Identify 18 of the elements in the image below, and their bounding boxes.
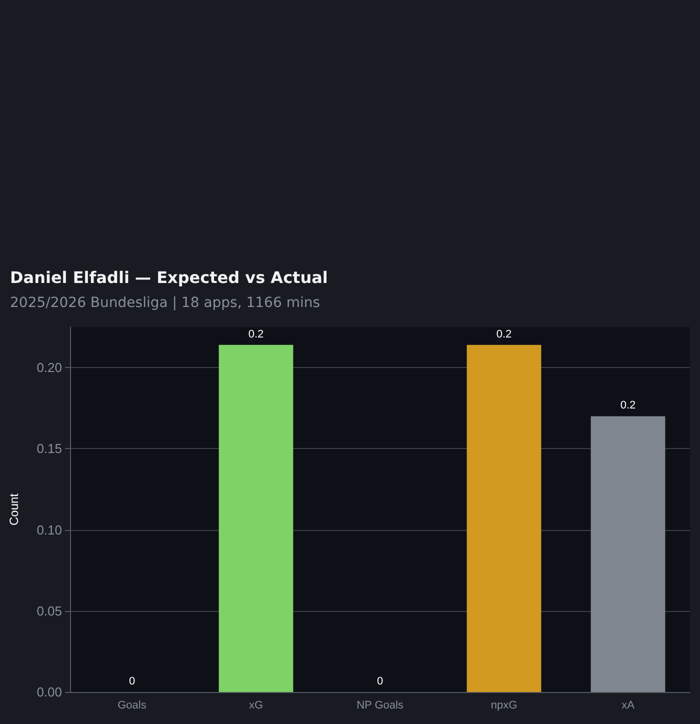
y-tick-label: 0.10 bbox=[36, 522, 62, 538]
data-label: 0.2 bbox=[620, 400, 636, 412]
data-label: 0.2 bbox=[496, 328, 512, 340]
chart-title: Daniel Elfadli — Expected vs Actual bbox=[10, 268, 328, 287]
y-tick-label: 0.00 bbox=[36, 684, 62, 700]
x-tick-label: NP Goals bbox=[356, 700, 404, 712]
x-tick-label: npxG bbox=[490, 700, 518, 712]
y-tick-label: 0.05 bbox=[36, 603, 62, 618]
y-axis-title: Count bbox=[7, 492, 21, 526]
data-label: 0 bbox=[128, 676, 136, 688]
x-tick-label: xG bbox=[248, 700, 264, 712]
chart-subtitle: 2025/2026 Bundesliga | 18 apps, 1166 mins bbox=[10, 295, 322, 311]
y-tick-label: 0.20 bbox=[36, 360, 62, 376]
data-label: 0.2 bbox=[248, 328, 264, 340]
data-label: 0 bbox=[376, 676, 384, 688]
y-tick-label: 0.15 bbox=[36, 441, 62, 456]
x-tick-label: xA bbox=[622, 700, 636, 712]
x-tick-label: Goals bbox=[118, 700, 147, 712]
